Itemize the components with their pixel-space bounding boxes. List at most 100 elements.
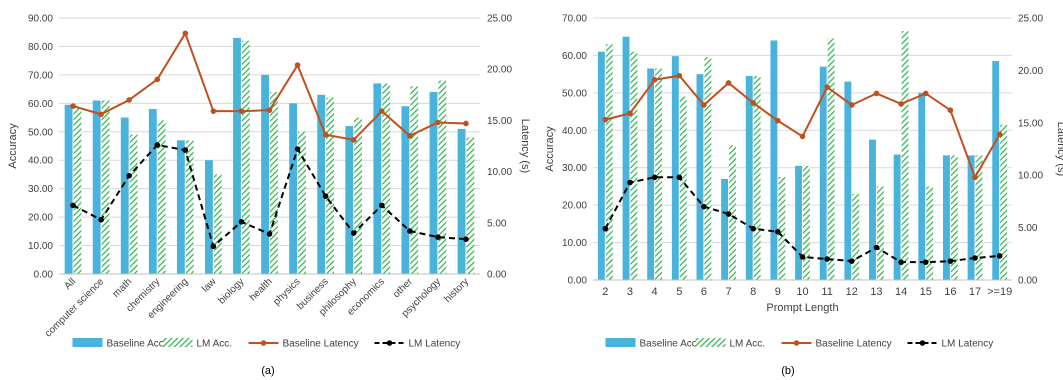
y2-tick-label: 25.00 xyxy=(487,14,512,25)
bar-baseline-acc xyxy=(401,106,410,274)
y2-tick-label: 15.00 xyxy=(487,116,512,127)
bar-baseline-acc xyxy=(992,61,1000,280)
legend-marker-lm-latency xyxy=(919,340,926,346)
x-tick-label: 9 xyxy=(775,286,781,298)
y-tick-label: 30.00 xyxy=(28,184,53,195)
legend-swatch-baseline-acc xyxy=(72,338,103,347)
point-lm-latency xyxy=(350,230,357,236)
point-baseline-latency xyxy=(602,116,609,123)
bar-baseline-acc xyxy=(148,109,157,275)
bar-lm-acc xyxy=(382,83,391,274)
x-tick-label: 8 xyxy=(750,286,756,298)
bar-baseline-acc xyxy=(893,154,901,280)
caption-a: (a) xyxy=(261,365,274,377)
bar-baseline-acc xyxy=(622,36,630,280)
point-baseline-latency xyxy=(898,101,904,107)
point-lm-latency xyxy=(651,174,658,181)
bar-baseline-acc xyxy=(345,126,354,274)
point-baseline-latency xyxy=(98,111,104,118)
legend-swatch-lm-acc xyxy=(162,338,193,347)
point-lm-latency xyxy=(70,202,76,209)
point-baseline-latency xyxy=(972,174,978,181)
legend-marker-lm-latency xyxy=(386,340,393,346)
bar-lm-acc xyxy=(605,44,613,281)
bar-lm-acc xyxy=(803,165,810,280)
bar-lm-acc xyxy=(157,120,166,275)
y-tick-label: 20.00 xyxy=(28,213,53,224)
bar-baseline-acc xyxy=(918,92,926,280)
bar-baseline-acc xyxy=(261,74,269,274)
x-tick-label: 2 xyxy=(602,286,608,298)
bar-baseline-acc xyxy=(429,91,438,274)
bar-lm-acc xyxy=(753,76,761,280)
bar-baseline-acc xyxy=(64,104,73,274)
legend-label: LM Acc. xyxy=(197,339,233,350)
point-baseline-latency xyxy=(701,102,707,108)
chart-a: 0.00 10.00 20.00 30.00 40.00 50.00 60.00 70.00 8… xyxy=(7,14,531,350)
bar-baseline-acc xyxy=(967,155,975,280)
x-tick-label: >=19 xyxy=(987,286,1012,298)
point-lm-latency xyxy=(210,243,217,250)
legend-label: Baseline Acc. xyxy=(640,339,700,350)
point-lm-latency xyxy=(378,202,385,209)
point-lm-latency xyxy=(922,259,929,265)
y-tick-label: 70.00 xyxy=(562,14,587,25)
y2-axis-title: Latency (s) xyxy=(519,119,531,173)
point-baseline-latency xyxy=(848,102,855,108)
legend-marker-baseline-latency xyxy=(260,340,267,346)
point-baseline-latency xyxy=(350,137,357,143)
y-tick-label: 60.00 xyxy=(562,51,587,62)
y2-tick-label: 25.00 xyxy=(1018,14,1043,25)
point-baseline-latency xyxy=(922,90,929,97)
point-baseline-latency xyxy=(725,80,732,86)
bar-lm-acc xyxy=(876,186,884,280)
y-tick-label: 80.00 xyxy=(28,42,53,53)
point-lm-latency xyxy=(701,203,707,210)
x-tick-label: biology xyxy=(216,276,246,306)
x-tick-label: 15 xyxy=(920,286,932,298)
bar-baseline-acc xyxy=(457,128,466,274)
legend-label: LM Acc. xyxy=(730,339,766,350)
legend-marker-baseline-latency xyxy=(793,340,800,346)
point-lm-latency xyxy=(996,253,1003,259)
x-tick-label: 16 xyxy=(944,286,956,298)
bar-lm-acc xyxy=(326,97,334,275)
bar-baseline-acc xyxy=(120,117,129,274)
bar-lm-acc xyxy=(466,137,475,274)
point-baseline-latency xyxy=(463,120,469,127)
bar-lm-acc xyxy=(129,134,138,274)
y-tick-label: 30.00 xyxy=(562,163,587,174)
legend-swatch-lm-acc xyxy=(695,338,726,347)
point-baseline-latency xyxy=(627,110,633,117)
x-tick-label: 5 xyxy=(676,286,682,298)
point-baseline-latency xyxy=(651,77,658,83)
y-tick-label: 50.00 xyxy=(562,88,587,99)
bar-baseline-acc xyxy=(233,37,241,275)
legend-label: LM Latency xyxy=(409,339,461,350)
x-tick-label: 13 xyxy=(870,286,882,298)
y-axis-title: Accuracy xyxy=(544,126,556,172)
bar-lm-acc xyxy=(729,145,736,280)
point-lm-latency xyxy=(322,193,329,199)
x-tick-label: 4 xyxy=(652,286,658,298)
legend: Baseline Acc. LM Acc. Baseline Latency LM L… xyxy=(72,338,461,350)
bar-lm-acc xyxy=(852,193,860,280)
point-baseline-latency xyxy=(996,131,1003,138)
point-lm-latency xyxy=(154,142,161,148)
chart-b: 0.00 10.00 20.00 30.00 40.00 50.00 60.00 70.00 0… xyxy=(544,14,1063,350)
point-baseline-latency xyxy=(210,108,217,114)
point-baseline-latency xyxy=(676,72,683,79)
y2-tick-label: 10.00 xyxy=(487,167,512,178)
y-tick-label: 0.00 xyxy=(34,270,54,281)
legend: Baseline Acc. LM Acc. Baseline Latency LM L… xyxy=(605,338,993,350)
bar-baseline-acc xyxy=(819,66,827,281)
point-lm-latency xyxy=(238,218,245,225)
bar-baseline-acc xyxy=(176,140,185,274)
bar-lm-acc xyxy=(73,107,82,274)
point-baseline-latency xyxy=(799,133,806,140)
y2-tick-label: 15.00 xyxy=(1018,118,1043,129)
legend-label: Baseline Latency xyxy=(816,339,892,350)
point-baseline-latency xyxy=(182,30,189,37)
point-lm-latency xyxy=(972,255,978,261)
point-baseline-latency xyxy=(322,131,329,138)
